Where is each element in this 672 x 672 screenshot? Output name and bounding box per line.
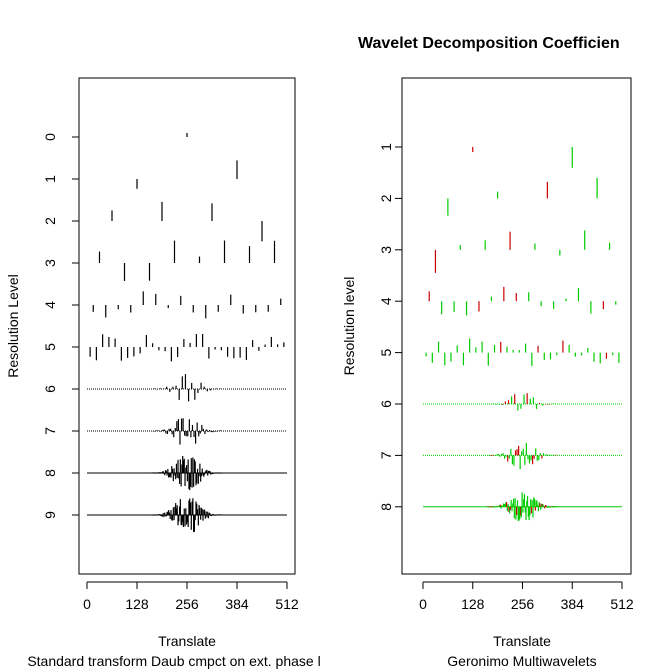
level-5-coefficients: [425, 338, 620, 367]
level-label: 7: [378, 451, 394, 459]
left-x-axis-ticks: 0 128 256 384 512: [83, 581, 299, 612]
figure-title: Wavelet Decomposition Coefficien: [358, 35, 620, 52]
left-y-axis-ticks: 0 1 2 3 4 5 6 7 8 9: [42, 133, 80, 519]
x-tick-label: 256: [175, 596, 199, 612]
level-label: 5: [42, 343, 58, 351]
level-label: 9: [42, 511, 58, 519]
x-tick-label: 384: [561, 596, 585, 612]
level-2-coefficients: [111, 201, 263, 242]
right-x-axis-ticks: 0 128 256 384 512: [419, 581, 634, 612]
level-1-coefficients: [472, 147, 573, 168]
right-y-axis-label: Resolution level: [341, 277, 357, 376]
level-label: 8: [42, 469, 58, 477]
right-coefficient-marks: [423, 147, 622, 522]
right-panel: 0 128 256 384 512 1 2 3 4 5 6 7 8 Translate Geronim…: [341, 77, 634, 669]
x-tick-label: 128: [461, 596, 485, 612]
level-2-coefficients: [447, 177, 598, 216]
level-label: 3: [42, 259, 58, 267]
level-label: 1: [42, 175, 58, 183]
level-label: 4: [42, 301, 58, 309]
x-tick-label: 256: [511, 596, 535, 612]
left-panel: 0 128 256 384 512 0 1 2 3 4 5 6 7 8 9 Translate Stand…: [5, 77, 321, 669]
level-3-coefficients: [98, 240, 276, 281]
level-6-coefficients: [87, 374, 287, 402]
level-label: 6: [42, 385, 58, 393]
level-4-coefficients: [428, 286, 617, 316]
level-label: 8: [378, 503, 394, 511]
x-tick-label: 128: [125, 596, 149, 612]
level-5-coefficients: [89, 333, 285, 362]
level-7-coefficients: [87, 418, 287, 445]
left-y-axis-label: Resolution Level: [5, 274, 21, 378]
level-label: 7: [42, 427, 58, 435]
x-tick-label: 0: [419, 596, 427, 612]
x-tick-label: 0: [83, 596, 91, 612]
level-7-coefficients: [423, 443, 622, 470]
level-label: 3: [378, 246, 394, 254]
left-x-axis-label: Translate: [158, 633, 216, 649]
x-tick-label: 512: [275, 596, 299, 612]
level-label: 5: [378, 348, 394, 356]
level-label: 1: [378, 143, 394, 151]
left-coefficient-marks: [87, 132, 287, 533]
left-transform-caption: Standard transform Daub cmpct on ext. ph…: [27, 653, 320, 669]
level-4-coefficients: [92, 291, 282, 319]
level-9-coefficients: [87, 498, 287, 533]
x-tick-label: 512: [610, 596, 634, 612]
level-label: 6: [378, 400, 394, 408]
level-6-coefficients: [423, 393, 622, 411]
level-8-coefficients: [423, 492, 622, 522]
level-3-coefficients: [434, 230, 611, 273]
level-label: 4: [378, 297, 394, 305]
right-y-axis-ticks: 1 2 3 4 5 6 7 8: [378, 143, 403, 511]
level-8-coefficients: [87, 455, 287, 491]
right-transform-caption: Geronimo Multiwavelets: [447, 653, 596, 669]
x-tick-label: 384: [225, 596, 249, 612]
level-label: 0: [42, 133, 58, 141]
level-label: 2: [378, 194, 394, 202]
right-x-axis-label: Translate: [493, 633, 551, 649]
level-1-coefficients: [136, 160, 238, 189]
level-label: 2: [42, 217, 58, 225]
